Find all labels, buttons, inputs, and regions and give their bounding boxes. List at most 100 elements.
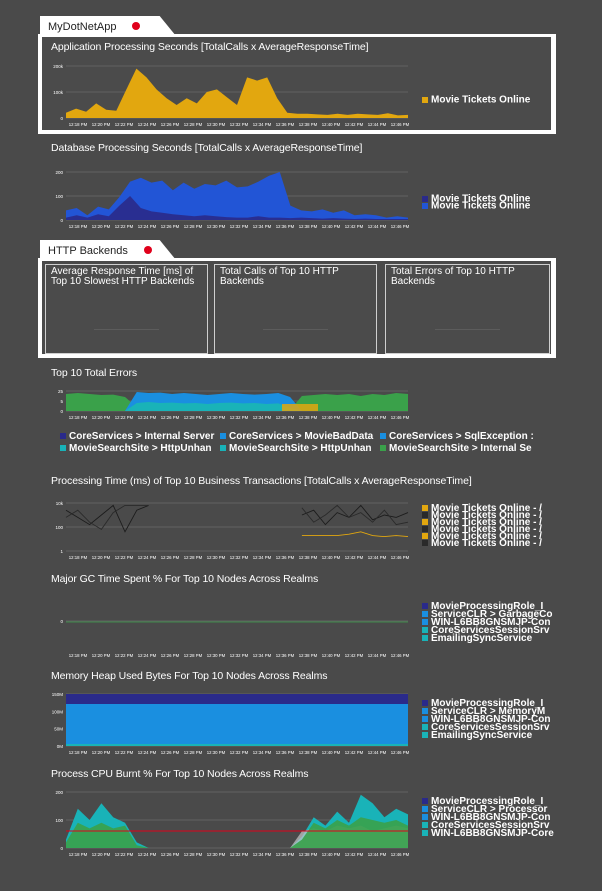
legend-label: Movie Tickets Online [431,200,531,212]
section-title: MyDotNetApp [48,21,117,33]
legend-swatch [220,445,226,452]
legend-db-processing[interactable]: Movie Tickets Online Movie Tickets Onlin… [422,194,531,212]
chart-title-bt: Processing Time (ms) of Top 10 Business … [51,475,472,487]
x-tick-label: 12:36 PM [276,852,295,857]
series-line [301,531,409,538]
x-tick-label: 12:24 PM [138,224,157,229]
section-tab-mydotnetapp[interactable]: MyDotNetApp [40,16,176,36]
legend-cpu[interactable]: MovieProcessingRole_I ServiceCLR > Proce… [422,797,554,839]
x-tick-label: 12:46 PM [391,653,410,658]
x-tick-label: 12:46 PM [391,415,410,420]
x-tick-label: 12:46 PM [391,750,410,755]
area-series [66,172,408,220]
x-tick-label: 12:18 PM [69,750,88,755]
x-tick-label: 12:32 PM [230,555,249,560]
x-tick-label: 12:30 PM [207,224,226,229]
x-tick-label: 12:32 PM [230,122,249,127]
chart-title-db-processing: Database Processing Seconds [TotalCalls … [51,142,363,154]
y-tick-label: 0M [57,744,64,749]
legend-swatch [60,445,66,452]
x-tick-label: 12:42 PM [345,852,364,857]
x-tick-label: 12:36 PM [276,224,295,229]
x-tick-label: 12:46 PM [391,224,410,229]
x-tick-label: 12:32 PM [230,750,249,755]
x-tick-label: 12:24 PM [138,653,157,658]
x-tick-label: 12:32 PM [230,653,249,658]
legend-heap[interactable]: MovieProcessingRole_I ServiceCLR > Memor… [422,699,550,741]
chart-heap[interactable]: 150M 100M 50M 0M 12:18 PM 12:20 PM 12:22 PM 12:… [46,688,416,758]
y-tick-label: 0 [60,218,63,223]
chart-gc[interactable]: 0 12:18 PM 12:20 PM 12:22 PM 12:24 PM 12:26 P… [46,593,416,658]
legend-app-processing[interactable]: Movie Tickets Online [422,95,530,105]
y-tick-label: 200k [53,64,64,69]
x-tick-label: 12:20 PM [92,555,111,560]
x-tick-label: 12:40 PM [322,653,341,658]
x-tick-label: 12:32 PM [230,224,249,229]
x-tick-label: 12:40 PM [322,415,341,420]
area-series [66,68,408,118]
y-tick-label: 200 [55,790,63,795]
tile-total-calls[interactable]: Total Calls of Top 10 HTTP Backends [214,264,377,354]
x-tick-label: 12:28 PM [184,415,203,420]
y-tick-label: 10k [56,501,64,506]
legend-label: MovieSearchSite > HttpUnhan [229,443,372,454]
x-tick-label: 12:42 PM [345,555,364,560]
legend-swatch [422,196,428,202]
x-tick-label: 12:42 PM [345,122,364,127]
area-series [66,744,408,746]
area-series [66,196,408,220]
x-tick-label: 12:36 PM [276,653,295,658]
chart-title-app-processing: Application Processing Seconds [TotalCal… [51,41,369,53]
x-tick-label: 12:38 PM [299,415,318,420]
x-tick-label: 12:44 PM [368,750,387,755]
x-tick-label: 12:20 PM [92,415,111,420]
x-tick-label: 12:34 PM [253,224,272,229]
x-tick-label: 12:34 PM [253,555,272,560]
y-tick-label: 150M [52,692,64,697]
chart-app-processing[interactable]: 200k 100k 0 12:18 PM 12:20 PM 12:22 PM 12:24 P… [46,58,416,132]
x-tick-label: 12:26 PM [161,555,180,560]
x-tick-label: 12:36 PM [276,555,295,560]
x-tick-label: 12:22 PM [115,224,134,229]
legend-label: CoreServices > SqlException : [389,431,534,442]
chart-bt[interactable]: 10k 100 1 12:18 PM 12:20 PM 12:22 PM 12:24 PM 1… [46,495,416,560]
y-tick-label: 0 [60,116,63,121]
legend-bt[interactable]: Movie Tickets Online - / Movie Tickets O… [422,504,542,549]
tile-title: Average Response Time [ms] of Top 10 Slo… [51,266,195,287]
x-tick-label: 12:28 PM [184,750,203,755]
x-tick-label: 12:26 PM [161,852,180,857]
y-tick-label: 100M [52,709,64,714]
legend-swatch [220,433,226,440]
y-tick-label: 100 [55,194,63,199]
x-tick-label: 12:36 PM [276,415,295,420]
chart-cpu[interactable]: 200 100 0 12:18 PM 12:20 PM 12:22 PM 12:24 PM 1… [46,786,416,858]
area-series [282,404,318,411]
x-tick-label: 12:46 PM [391,122,410,127]
x-tick-label: 12:38 PM [299,555,318,560]
legend-gc[interactable]: MovieProcessingRole_I ServiceCLR > Garba… [422,602,552,644]
x-tick-label: 12:30 PM [207,750,226,755]
legend-swatch [422,97,428,103]
x-tick-label: 12:36 PM [276,750,295,755]
tile-total-errors[interactable]: Total Errors of Top 10 HTTP Backends [385,264,550,354]
x-tick-label: 12:28 PM [184,653,203,658]
x-tick-label: 12:44 PM [368,852,387,857]
x-tick-label: 12:30 PM [207,122,226,127]
x-tick-label: 12:34 PM [253,852,272,857]
y-tick-label: 0 [60,409,63,414]
y-tick-label: 5 [60,399,63,404]
tile-empty-bar [263,329,328,330]
x-tick-label: 12:22 PM [115,122,134,127]
x-tick-label: 12:26 PM [161,415,180,420]
chart-errors[interactable]: 25 5 0 12:18 PM 12:20 PM 12:22 PM 12:24 PM 12:2… [46,385,416,423]
x-tick-label: 12:42 PM [345,750,364,755]
x-tick-label: 12:30 PM [207,415,226,420]
x-tick-label: 12:20 PM [92,653,111,658]
section-tab-http-backends[interactable]: HTTP Backends [40,240,176,260]
legend-label: CoreServices > Internal Server [69,431,215,442]
tile-title: Total Calls of Top 10 HTTP Backends [220,266,339,287]
chart-db-processing[interactable]: 200 100 0 12:18 PM 12:20 PM 12:22 PM 12:24 PM 1… [46,160,416,232]
x-tick-label: 12:28 PM [184,555,203,560]
tile-avg-response-time[interactable]: Average Response Time [ms] of Top 10 Slo… [45,264,208,354]
x-tick-label: 12:20 PM [92,750,111,755]
